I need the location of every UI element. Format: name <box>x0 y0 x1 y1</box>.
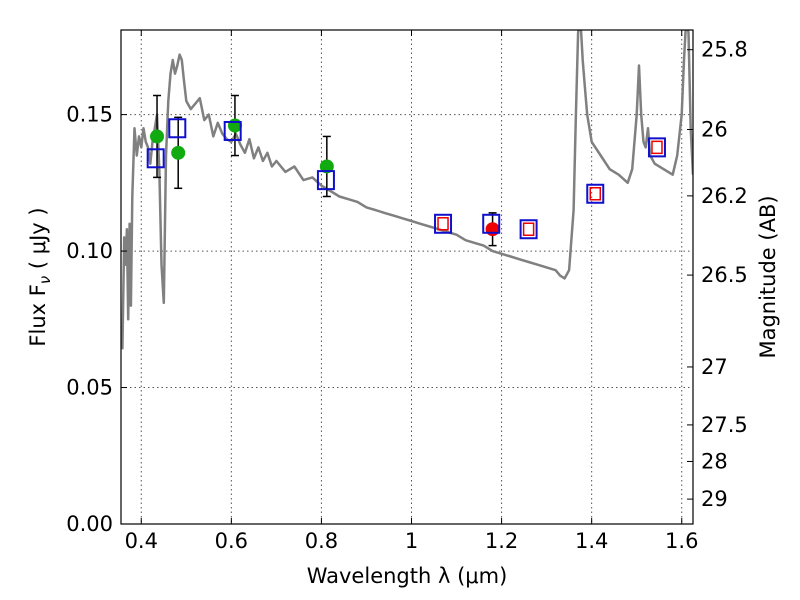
x-tick-label: 0.4 <box>125 529 158 553</box>
model-square <box>434 213 453 234</box>
model-square <box>168 118 187 139</box>
x-tick-label: 1 <box>405 529 418 553</box>
y2-tick-label: 27.5 <box>701 413 748 437</box>
model-square-inner <box>522 222 535 236</box>
sed-model-line <box>121 30 693 350</box>
model-square <box>316 170 335 191</box>
model-square-inner <box>589 187 602 201</box>
model-square <box>519 219 538 240</box>
model-square <box>482 213 501 234</box>
y2-axis-label: Magnitude (AB) <box>756 195 780 358</box>
green-data-point <box>171 145 186 160</box>
x-tick-label: 1.6 <box>665 529 698 553</box>
y2-tick-label: 26 <box>701 117 728 141</box>
green-data-point <box>150 129 165 144</box>
red-data-point <box>485 222 500 237</box>
x-axis-label: Wavelength λ (μm) <box>307 564 508 588</box>
x-tick-label: 0.8 <box>305 529 338 553</box>
y2-tick-label: 26.2 <box>701 184 748 208</box>
y2-tick-label: 29 <box>701 487 728 511</box>
model-square <box>586 183 605 204</box>
model-square-inner <box>651 140 663 155</box>
plot-background <box>121 30 693 524</box>
y-tick-label: 0.05 <box>66 376 113 400</box>
model-square <box>223 120 242 141</box>
y2-tick-label: 28 <box>701 449 728 473</box>
model-square <box>647 137 666 158</box>
x-tick-label: 1.4 <box>575 529 608 553</box>
y-axis-label-suffix: ( μJy ) <box>26 207 50 275</box>
x-tick-label: 0.6 <box>215 529 248 553</box>
model-bandpass-layer <box>146 118 666 240</box>
x-tick-label: 1.2 <box>485 529 518 553</box>
y-tick-label: 0.00 <box>66 512 113 536</box>
y2-tick-label: 27 <box>701 355 728 379</box>
y-tick-label: 0.10 <box>66 239 113 263</box>
y2-tick-label: 25.8 <box>701 38 748 62</box>
model-square-inner <box>437 217 449 231</box>
sed-model-layer <box>121 30 693 350</box>
y-axis-label-prefix: Flux F <box>26 284 50 346</box>
y2-tick-label: 26.5 <box>701 263 748 287</box>
ticks-layer: 0.4 0.6 0.8 1 1.2 1.4 1.6 0.00 0.05 0.10 0.15 25.8 2… <box>66 30 748 553</box>
model-square <box>146 148 165 169</box>
green-data-point <box>319 159 334 174</box>
y-tick-label: 0.15 <box>66 103 113 127</box>
plot-frame <box>120 29 694 525</box>
y-axis-label-subscript: ν <box>36 276 54 284</box>
photometry-points-layer <box>150 118 500 237</box>
y-axis-label: Flux Fν ( μJy ) <box>26 207 54 346</box>
